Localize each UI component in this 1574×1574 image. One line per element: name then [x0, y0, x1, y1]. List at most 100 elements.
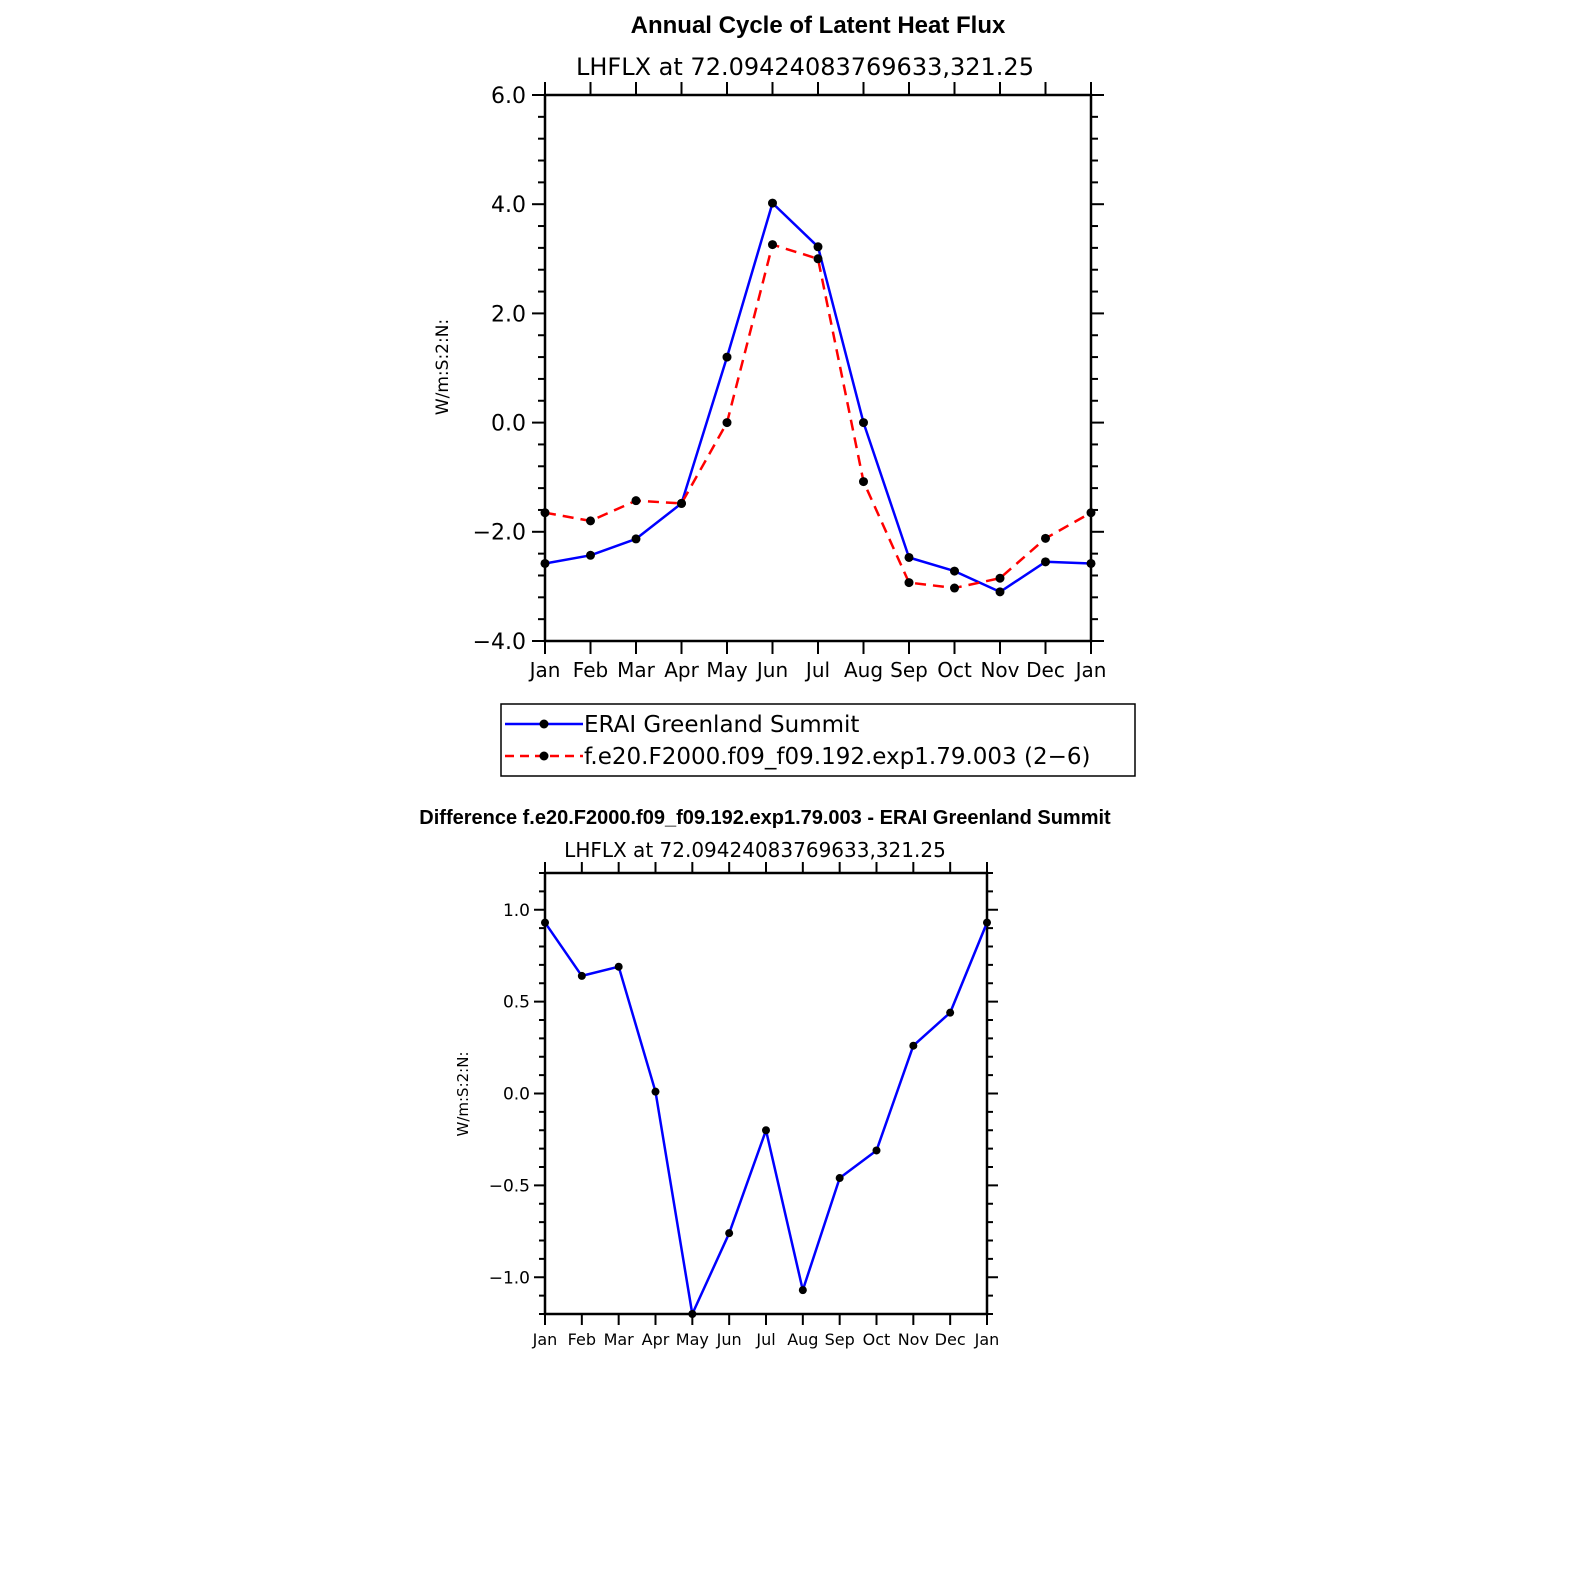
x-tick-label: Mar	[604, 1330, 635, 1349]
x-tick-label: Jul	[755, 1330, 775, 1349]
data-point	[813, 254, 823, 264]
data-point	[859, 477, 868, 487]
x-tick-label: Sep	[825, 1330, 855, 1349]
data-point	[541, 918, 549, 927]
series-line-1	[544, 243, 1092, 590]
x-tick-label: Mar	[617, 658, 656, 682]
chart-title: Difference f.e20.F2000.f09_f09.192.exp1.…	[419, 807, 1111, 829]
data-point	[798, 1286, 807, 1295]
difference-panel: Difference f.e20.F2000.f09_f09.192.exp1.…	[419, 807, 1111, 1349]
data-point	[725, 1229, 734, 1238]
data-point	[722, 352, 732, 362]
x-tick-label: Oct	[937, 658, 972, 682]
data-point	[762, 1126, 770, 1135]
y-tick-labels: −4.0 −2.0 0.0 2.0 4.0 6.0	[473, 84, 526, 655]
y-tick-label: 0.0	[491, 412, 526, 437]
data-point	[651, 1087, 660, 1096]
x-tick-label: Apr	[664, 658, 699, 682]
x-tick-label: Jan	[974, 1330, 1000, 1349]
y-tick-label: 1.0	[503, 901, 530, 921]
x-tick-label: Dec	[935, 1330, 966, 1349]
x-tick-label: Nov	[898, 1330, 929, 1349]
data-point	[722, 418, 732, 428]
x-tick-label: Jan	[532, 1330, 558, 1349]
y-axis-label: W/m:S:2:N:	[454, 1052, 472, 1137]
data-point	[586, 516, 595, 526]
data-point	[688, 1310, 697, 1318]
data-point	[586, 550, 595, 560]
x-tick-label: Feb	[573, 658, 608, 682]
chart-subtitle: LHFLX at 72.09424083769633,321.25	[564, 838, 946, 862]
x-tick-label: Oct	[863, 1330, 891, 1349]
data-point	[614, 962, 623, 971]
x-tick-label: Nov	[980, 658, 1019, 682]
y-tick-label: 0.0	[503, 1085, 530, 1105]
legend-label-model: f.e20.F2000.f09_f09.192.exp1.79.003 (2−6…	[584, 744, 1090, 770]
x-tick-label: Sep	[890, 658, 928, 682]
data-point	[577, 971, 586, 980]
data-point	[768, 198, 777, 208]
data-point	[631, 496, 641, 506]
data-point	[677, 498, 686, 508]
data-point	[983, 918, 991, 927]
axis-ticks	[532, 82, 1104, 654]
data-point	[950, 583, 959, 593]
data-point	[835, 1174, 844, 1183]
data-point	[1086, 508, 1096, 518]
series-line-0	[543, 921, 989, 1316]
data-point	[1041, 557, 1050, 567]
plot-frame	[543, 93, 1093, 643]
legend-label-erai: ERAI Greenland Summit	[584, 712, 859, 738]
axis-ticks	[534, 862, 998, 1325]
x-tick-labels: Jan Feb Mar Apr May Jun Jul Aug Sep Oct Nov Dec Jan	[532, 1330, 1000, 1349]
data-point	[995, 573, 1005, 583]
x-tick-label: Jan	[528, 658, 561, 682]
legend-marker-model	[539, 751, 549, 761]
x-tick-labels: Jan Feb Mar Apr May Jun Jul Aug Sep Oct Nov Dec Jan	[528, 658, 1107, 682]
y-tick-label: −2.0	[473, 521, 526, 546]
x-tick-label: Aug	[844, 658, 883, 682]
data-point	[768, 240, 777, 250]
data-point	[904, 578, 914, 588]
x-tick-label: Jan	[1074, 658, 1107, 682]
data-point	[631, 534, 641, 544]
y-tick-label: −0.5	[489, 1176, 530, 1196]
x-tick-label: Feb	[568, 1330, 596, 1349]
annual-cycle-panel: Annual Cycle of Latent Heat Flux LHFLX a…	[433, 12, 1136, 777]
y-tick-label: −4.0	[473, 630, 526, 655]
x-tick-label: May	[706, 658, 748, 682]
data-point	[946, 1008, 955, 1017]
plot-frame	[543, 871, 989, 1316]
legend-marker-erai	[539, 719, 549, 729]
chart-title: Annual Cycle of Latent Heat Flux	[631, 12, 1006, 39]
data-point	[872, 1146, 881, 1155]
y-axis-label: W/m:S:2:N:	[433, 319, 453, 415]
data-point	[1086, 558, 1096, 568]
data-point	[540, 508, 550, 518]
data-point	[1041, 533, 1050, 543]
x-tick-label: Aug	[787, 1330, 818, 1349]
data-point	[859, 418, 868, 428]
data-point	[540, 558, 550, 568]
data-point	[909, 1041, 918, 1050]
series-group	[540, 198, 1096, 597]
data-point	[950, 566, 959, 576]
chart-subtitle: LHFLX at 72.09424083769633,321.25	[576, 53, 1034, 81]
y-tick-label: 2.0	[491, 302, 526, 327]
data-point	[813, 242, 823, 252]
data-point	[904, 552, 914, 562]
x-tick-label: Jun	[716, 1330, 742, 1349]
x-tick-label: Dec	[1026, 658, 1065, 682]
x-tick-label: Jul	[804, 658, 830, 682]
y-tick-label: 6.0	[491, 84, 526, 109]
x-tick-label: May	[676, 1330, 709, 1349]
data-point	[995, 587, 1005, 597]
y-tick-label: 4.0	[491, 193, 526, 218]
y-tick-labels: −1.0 −0.5 0.0 0.5 1.0	[489, 901, 530, 1289]
y-tick-label: −1.0	[489, 1268, 530, 1288]
x-tick-label: Jun	[755, 658, 788, 682]
y-tick-label: 0.5	[503, 993, 530, 1013]
series-group	[541, 918, 991, 1318]
x-tick-label: Apr	[642, 1330, 670, 1349]
